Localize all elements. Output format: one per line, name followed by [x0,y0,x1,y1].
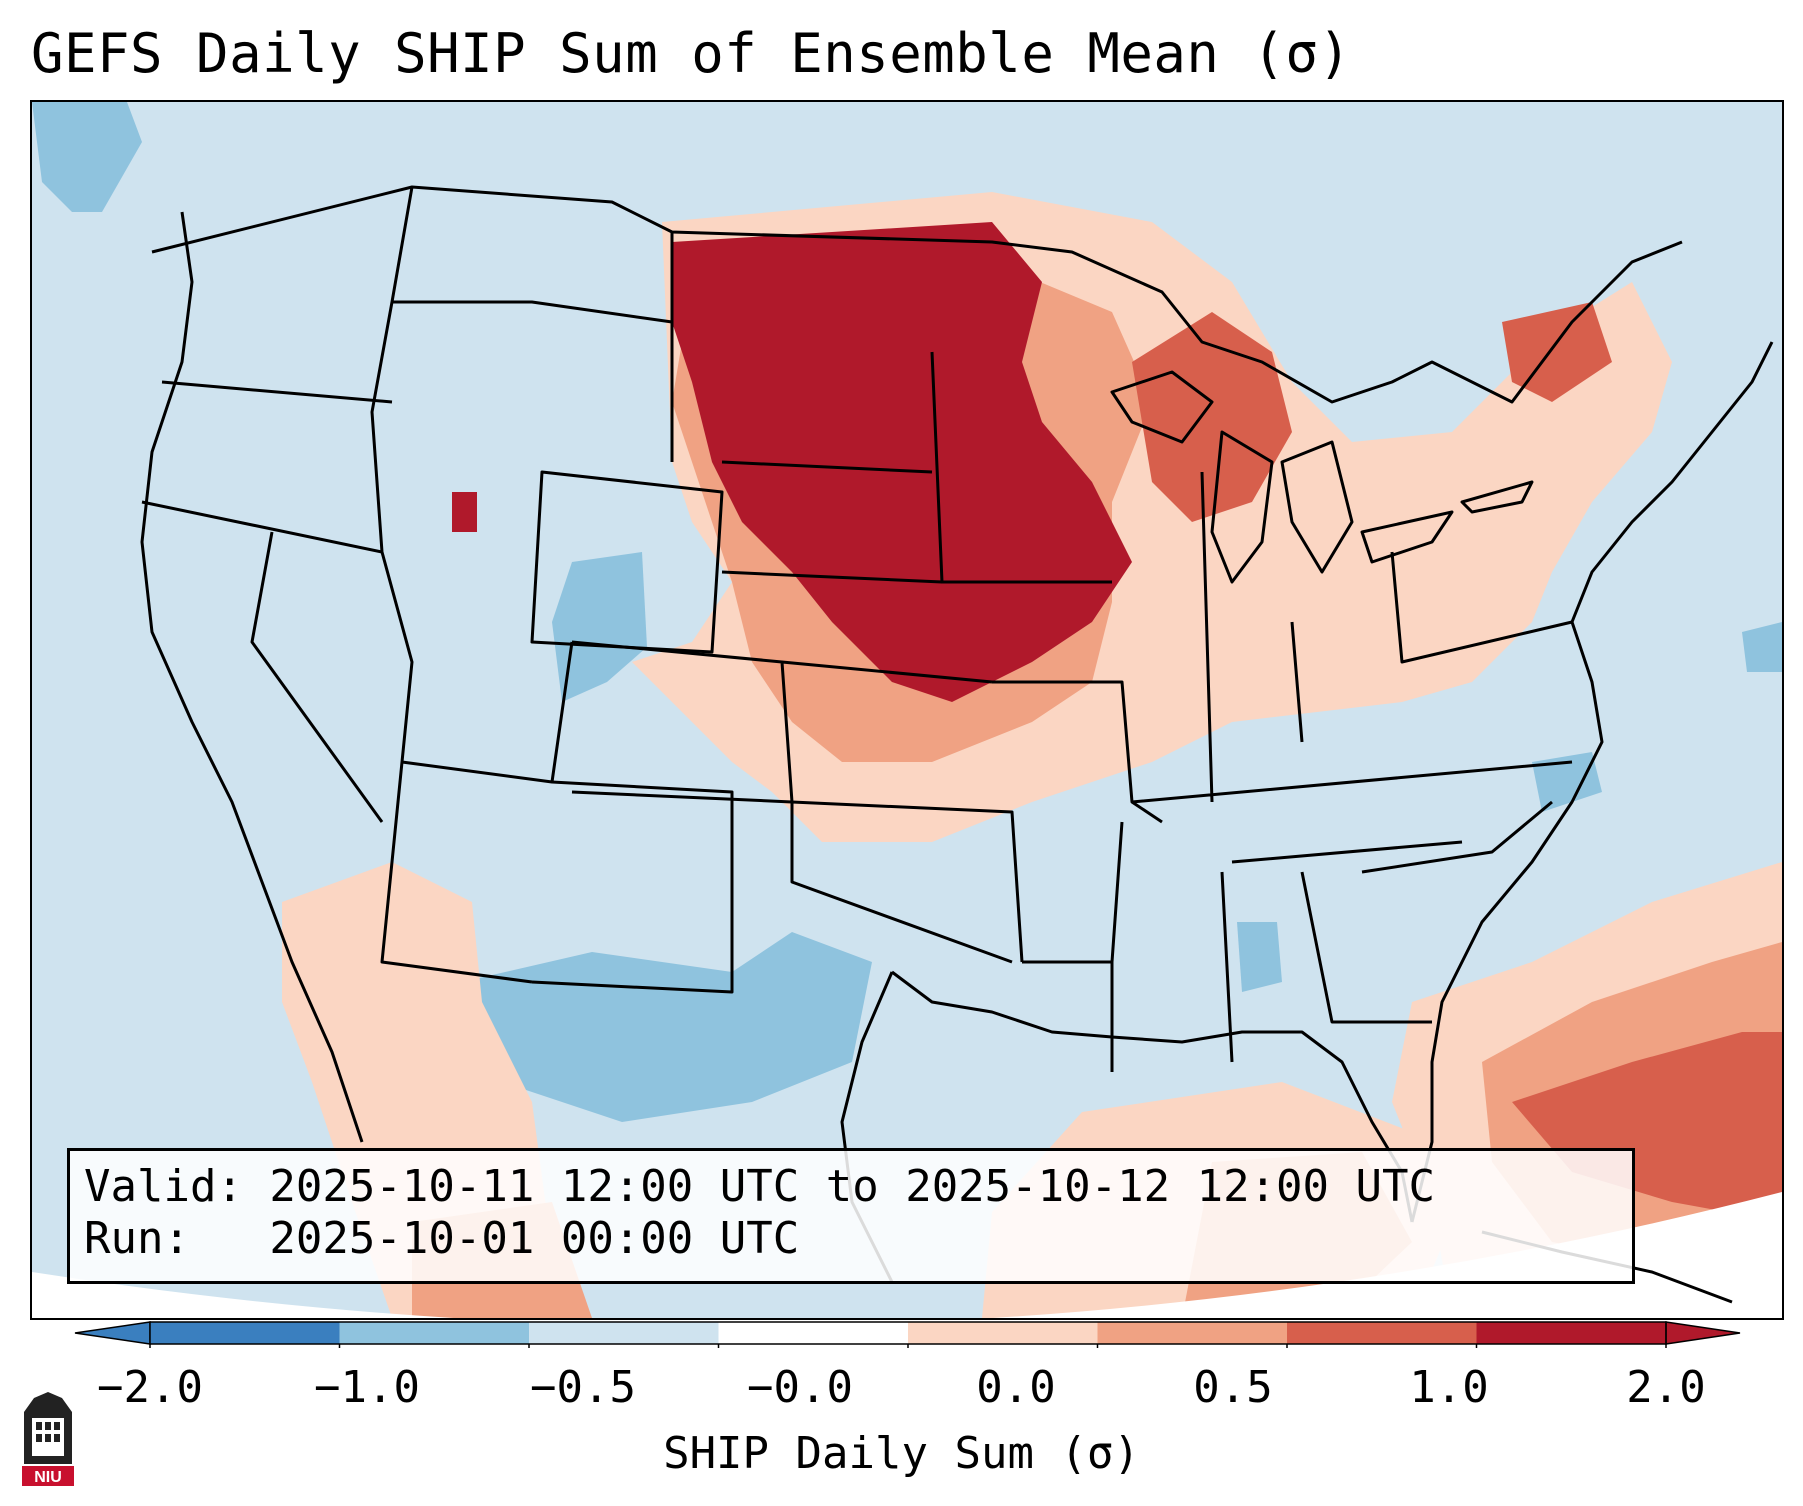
chart-title: GEFS Daily SHIP Sum of Ensemble Mean (σ) [31,22,1352,85]
midwest-strong-region [1132,312,1292,522]
niu-logo: NIU [22,1392,74,1486]
midwest-states [1131,471,1573,804]
valid-time-text: Valid: 2025-10-11 12:00 UTC to 2025-10-1… [84,1161,1436,1212]
atlantic-strong-region [1512,1032,1782,1222]
colorbar-max-extension [1665,1321,1741,1345]
alabama-negative-patch [1237,922,1282,992]
nd-sd-ne-lines [721,460,993,684]
atlantic-negative-patch [1742,622,1782,672]
colorbar-tick-label: −0.5 [530,1362,636,1413]
anomaly-map [32,102,1782,1318]
colorbar-segment [1097,1322,1288,1344]
colorbar-tick-label: 0.0 [976,1362,1056,1413]
wy-box [530,470,724,654]
colorbar-tick-label: 1.0 [1409,1362,1489,1413]
wa-or-line [161,380,393,404]
gulf-coast [891,970,1414,1223]
carolina-offshore-negative-patch [1532,752,1602,812]
mn-ia-mo-lines [930,351,1163,824]
southeast-states [1022,800,1553,1072]
nm-box [531,780,734,994]
az-nm-line [380,761,533,984]
colorbar-svg [74,1321,1741,1348]
colorbar-tick-label: −1.0 [314,1362,420,1413]
colorbar-segment [718,1322,909,1344]
run-time-text: Run: 2025-10-01 00:00 UTC [84,1213,800,1264]
colorbar-segment [339,1322,530,1344]
colorbar-tick-label: −2.0 [97,1362,203,1413]
colorbar-min-extension [74,1321,151,1345]
ut-az-line [380,551,574,784]
co-box [571,640,794,804]
colorbar-tick-label: 0.5 [1193,1362,1273,1413]
colorbar-segment [150,1322,340,1344]
us-canada-border [151,185,1683,404]
ks-ok-lines [790,800,1024,964]
nevada-ca-line [250,531,384,823]
east-coast [1410,341,1774,1223]
west-coast [140,211,364,1143]
colorbar-tick-label: −0.0 [747,1362,853,1413]
colorbar-segment [908,1322,1098,1344]
mt-wy-line [392,300,673,324]
or-ca-line [141,500,383,554]
colorado-negative-patch [552,552,647,702]
map-panel [30,100,1784,1320]
colorbar [0,1318,1803,1348]
colorbar-segment [1287,1322,1477,1344]
colorbar-segment [529,1322,719,1344]
colorbar-tick-label: 2.0 [1626,1362,1706,1413]
colorbar-segment [1476,1322,1667,1344]
great-lakes [1110,370,1534,584]
projection-edge-mask [32,1192,1782,1318]
mexico-negative-patch [462,932,872,1122]
utah-extreme-cell [452,492,477,532]
colorbar-label: SHIP Daily Sum (σ) [663,1428,1140,1479]
logo-text: NIU [34,1469,62,1486]
validity-info-box: Valid: 2025-10-11 12:00 UTC to 2025-10-1… [67,1148,1635,1284]
pacific-negative-patch [32,102,142,212]
idaho-east-line [370,186,414,553]
